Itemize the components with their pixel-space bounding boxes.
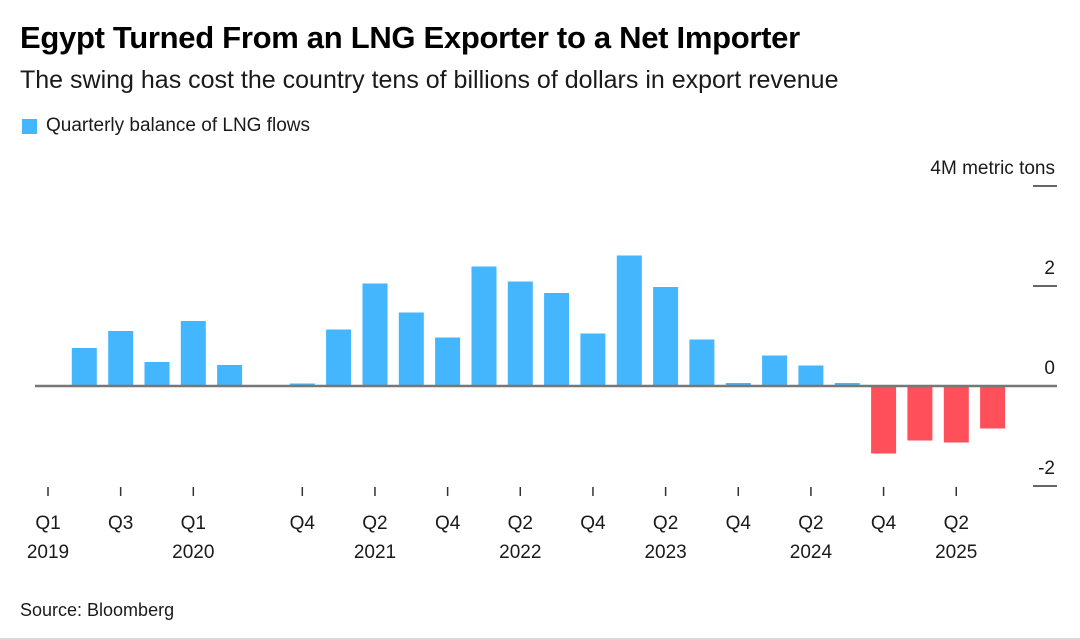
x-tick-label-quarter: Q2: [362, 513, 387, 534]
bar-q2-2023: [653, 287, 679, 386]
x-tick-label-quarter: Q4: [871, 513, 897, 534]
x-tick-label-year: 2024: [790, 542, 833, 563]
y-tick-label: 0: [1044, 358, 1055, 379]
bar-q3-2024: [834, 383, 860, 386]
bar-q2-2022: [507, 281, 533, 386]
x-tick-label-year: 2020: [172, 542, 214, 563]
x-tick-label-year: 2023: [644, 542, 686, 563]
x-tick-label-year: 2022: [499, 542, 541, 563]
y-tick-label: 2: [1044, 258, 1055, 279]
y-tick-label: -2: [1038, 458, 1055, 479]
source-note: Source: Bloomberg: [20, 600, 175, 620]
x-tick-label-quarter: Q4: [290, 513, 316, 534]
x-tick-label-quarter: Q2: [508, 513, 533, 534]
bar-q3-2022: [544, 293, 570, 386]
chart-title: Egypt Turned From an LNG Exporter to a N…: [20, 20, 800, 55]
bar-q2-2021: [362, 283, 388, 386]
x-tick-label-quarter: Q4: [580, 513, 606, 534]
x-tick-label-year: 2021: [354, 542, 396, 563]
x-tick-label-quarter: Q2: [653, 513, 678, 534]
bar-q1-2022: [471, 266, 497, 386]
bar-q4-2023: [725, 383, 751, 386]
bars-group: [71, 255, 1006, 454]
bar-q3-2021: [398, 312, 424, 386]
bar-q4-2024: [871, 386, 897, 454]
bar-q1-2021: [326, 329, 352, 386]
x-tick-label-quarter: Q3: [108, 513, 133, 534]
bar-q4-2022: [580, 333, 606, 386]
x-tick-label-year: 2019: [27, 542, 69, 563]
bar-q1-2025: [907, 386, 933, 441]
x-tick-label-quarter: Q2: [944, 513, 969, 534]
y-axis: 4M metric tons 2 0 -2: [930, 158, 1057, 487]
x-tick-label-quarter: Q1: [181, 513, 206, 534]
bar-q3-2025: [980, 386, 1006, 429]
legend-swatch-icon: [22, 118, 37, 134]
legend-label: Quarterly balance of LNG flows: [46, 115, 311, 136]
x-tick-label-quarter: Q1: [35, 513, 60, 534]
bar-q2-2025: [943, 386, 969, 443]
bar-q1-2024: [762, 355, 788, 386]
x-tick-label-quarter: Q2: [798, 513, 823, 534]
bar-q2-2024: [798, 365, 824, 386]
bar-q1-2023: [616, 255, 642, 386]
bar-q1-2020: [180, 321, 206, 386]
bar-q2-2019: [71, 348, 97, 386]
bar-q3-2023: [689, 339, 715, 386]
x-axis: Q1 2019 Q3 Q1 2020 Q4 Q2 2021 Q4 Q2 2022 Q4 Q2 2023 Q4…: [27, 487, 977, 563]
x-tick-label-quarter: Q4: [726, 513, 752, 534]
bar-q2-2020: [217, 365, 243, 386]
y-tick-label: 4M metric tons: [930, 158, 1055, 179]
x-tick-label-quarter: Q4: [435, 513, 461, 534]
bar-q4-2019: [144, 362, 170, 386]
legend: Quarterly balance of LNG flows: [22, 115, 310, 137]
bottom-divider: [0, 638, 1080, 640]
x-tick-label-year: 2025: [935, 542, 977, 563]
chart-subtitle: The swing has cost the country tens of b…: [20, 66, 839, 94]
bar-q3-2019: [108, 331, 134, 386]
bar-q4-2021: [435, 337, 461, 386]
